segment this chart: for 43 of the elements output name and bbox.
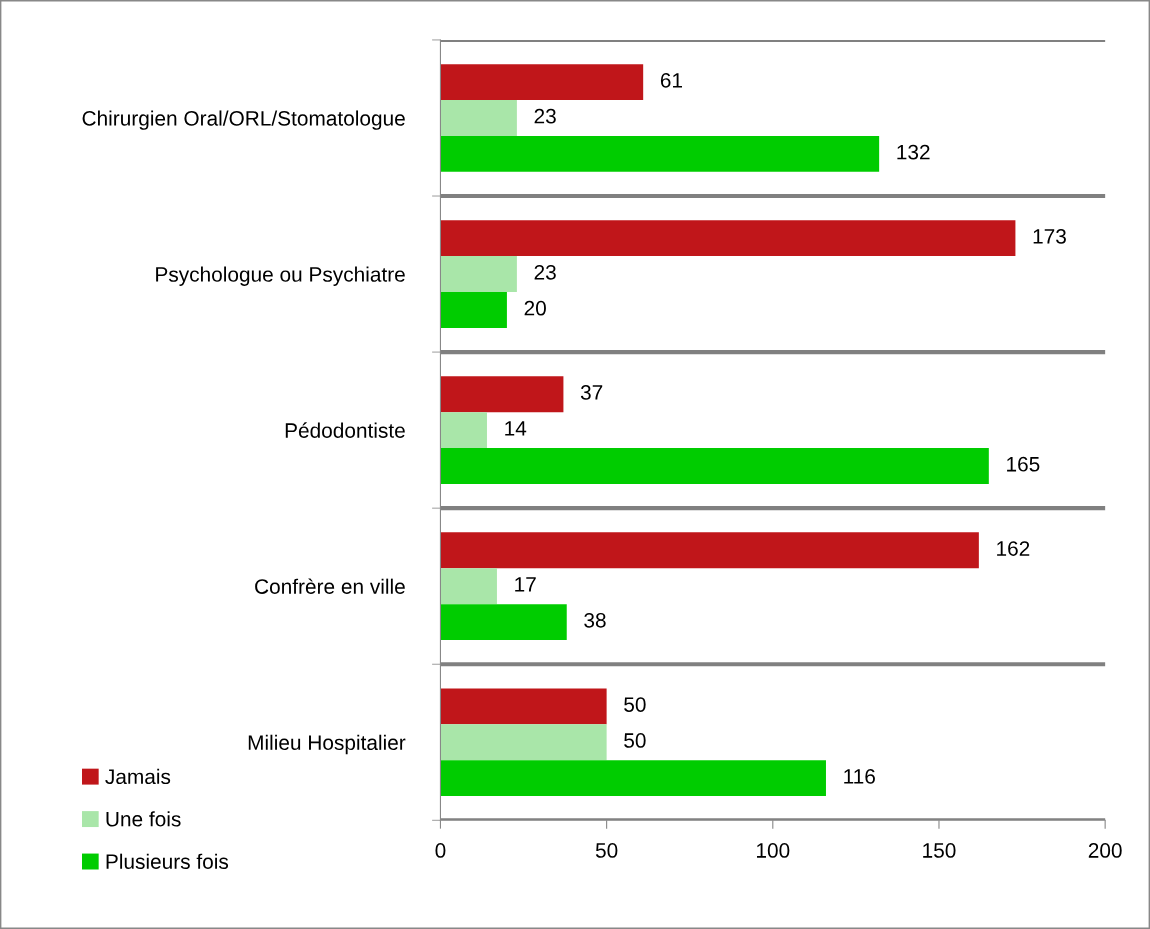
bar (440, 135, 880, 172)
legend-label: Jamais (105, 768, 171, 785)
bar (440, 724, 607, 761)
x-tick-label: 50 (595, 843, 618, 858)
data-label: 165 (1007, 456, 1040, 472)
data-label: 50 (624, 697, 646, 712)
data-label: 162 (997, 541, 1030, 556)
data-label: 20 (524, 300, 546, 316)
data-label: 132 (897, 144, 930, 160)
bar (440, 100, 517, 136)
legend-label: Plusieurs fois (106, 853, 229, 869)
y-tick-label: Confrère en ville (255, 578, 405, 594)
x-tick-label: 0 (435, 843, 446, 858)
data-label: 14 (505, 421, 527, 436)
bar (440, 688, 607, 725)
bar (440, 64, 644, 101)
bar (440, 376, 564, 413)
bar (440, 604, 567, 641)
y-tick-label: Psychologue ou Psychiatre (156, 266, 405, 286)
bar (440, 532, 979, 569)
data-label: 23 (534, 108, 556, 124)
x-tick-label: 200 (1088, 843, 1122, 858)
y-tick-label: Milieu Hospitalier (248, 734, 406, 755)
bar (440, 292, 507, 328)
data-label: 37 (580, 385, 603, 400)
x-tick-label: 100 (757, 843, 790, 858)
bar (440, 448, 989, 484)
y-tick-label: Chirurgien Oral/ORL/Stomatologue (82, 110, 405, 130)
data-label: 38 (584, 612, 606, 628)
bar (440, 220, 1016, 257)
legend-label: Une fois (106, 811, 181, 827)
data-label: 173 (1033, 229, 1066, 244)
data-label: 17 (515, 577, 536, 592)
y-tick-label: Pédodontiste (285, 422, 405, 438)
data-label: 116 (844, 769, 875, 784)
bar (440, 568, 497, 605)
bar (440, 760, 826, 797)
data-label: 61 (660, 72, 683, 88)
bar (440, 412, 487, 449)
bar (440, 256, 517, 292)
x-tick-label: 150 (923, 843, 956, 858)
data-label: 50 (624, 733, 646, 748)
data-label: 23 (534, 264, 556, 280)
